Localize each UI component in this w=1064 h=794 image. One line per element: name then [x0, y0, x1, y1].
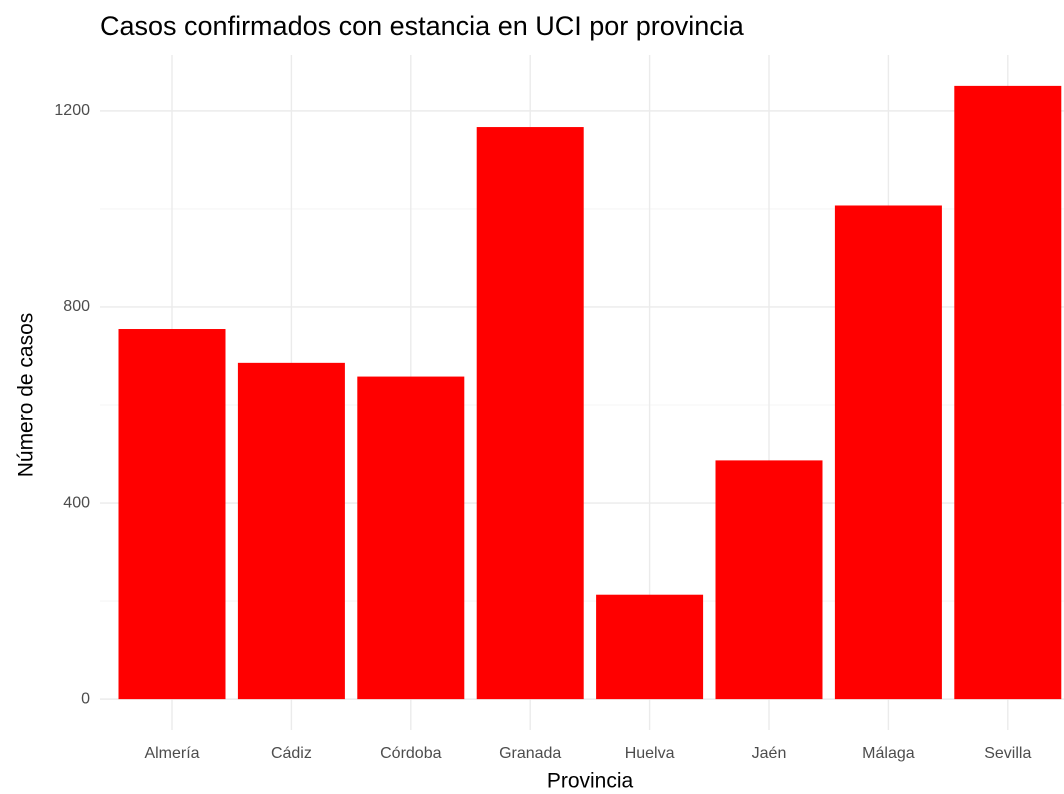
bar [596, 594, 704, 700]
y-tick-label: 0 [81, 690, 90, 707]
x-axis-label: Provincia [547, 770, 634, 793]
bar [476, 127, 584, 700]
x-tick-label: Granada [499, 745, 561, 762]
bar [954, 85, 1062, 700]
chart-title: Casos confirmados con estancia en UCI po… [100, 11, 745, 41]
bar [715, 460, 823, 700]
x-tick-label: Sevilla [984, 745, 1031, 762]
y-tick-label: 400 [63, 494, 90, 511]
y-tick-label: 1200 [54, 102, 90, 119]
x-tick-label: Málaga [862, 745, 915, 762]
x-tick-label: Jaén [752, 745, 787, 762]
y-tick-label: 800 [63, 298, 90, 315]
bar [118, 329, 226, 700]
x-tick-label: Córdoba [380, 745, 441, 762]
y-axis-label: Número de casos [15, 313, 38, 478]
x-tick-label: Cádiz [271, 745, 312, 762]
x-tick-label: Huelva [625, 745, 675, 762]
bar [237, 362, 345, 700]
bar [834, 205, 942, 700]
x-tick-label: Almería [144, 745, 199, 762]
bar [357, 376, 465, 700]
